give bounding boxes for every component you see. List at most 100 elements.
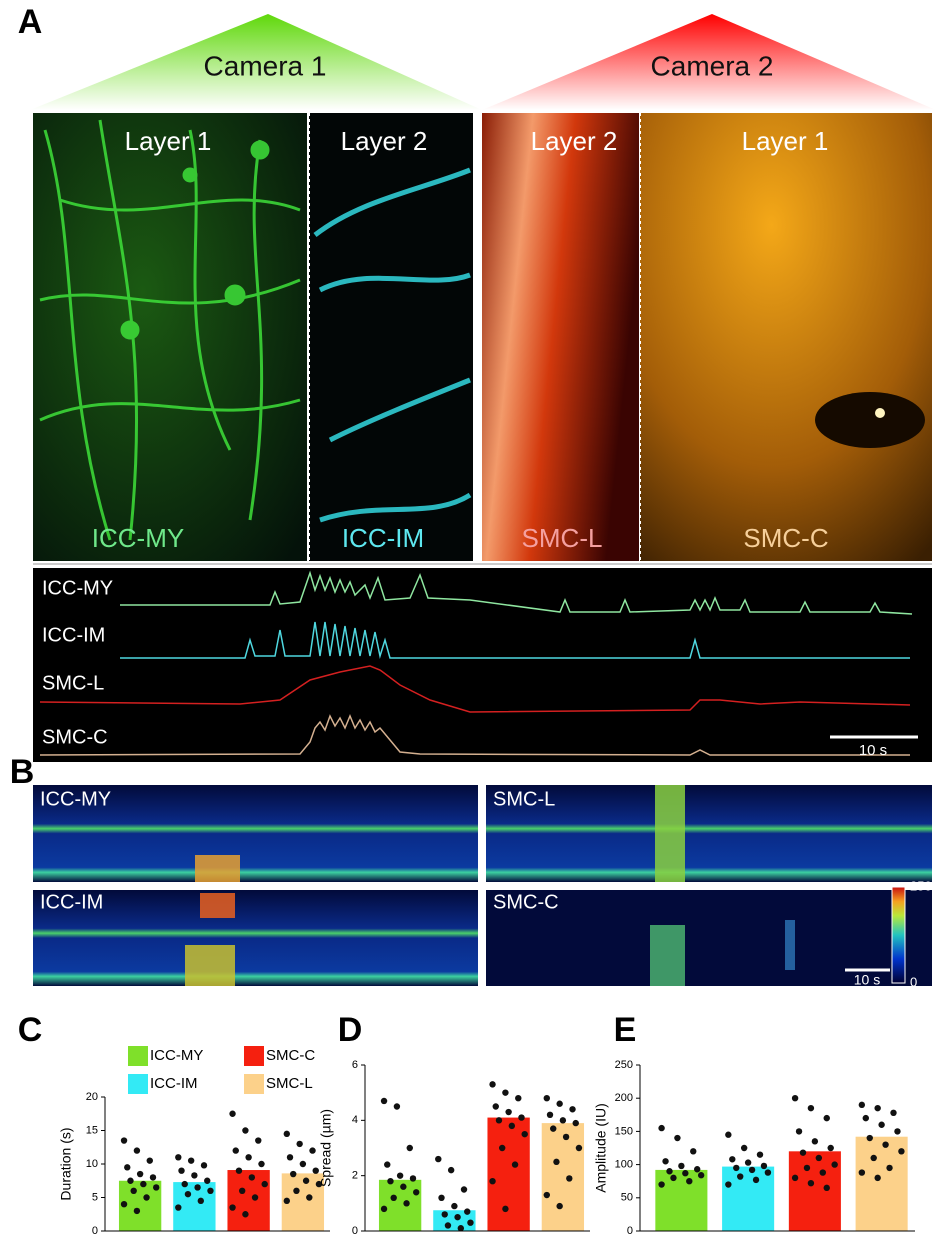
y-tick-label: 100 — [615, 1159, 633, 1171]
y-axis-label: Spread (µm) — [318, 1109, 334, 1187]
data-point — [764, 1169, 772, 1176]
data-point — [242, 1211, 249, 1218]
data-point — [658, 1124, 665, 1132]
data-point — [575, 1144, 583, 1152]
data-point — [390, 1194, 397, 1202]
layer-label: Layer 2 — [531, 126, 618, 156]
data-point — [207, 1187, 214, 1195]
legend-swatch — [244, 1046, 264, 1066]
panel-label: E — [614, 1011, 637, 1049]
data-point — [124, 1164, 131, 1171]
camera-triangle — [482, 14, 936, 110]
data-point — [181, 1180, 188, 1188]
data-point — [556, 1100, 563, 1107]
data-point — [127, 1177, 134, 1184]
data-point — [492, 1103, 499, 1110]
y-tick-label: 5 — [92, 1191, 98, 1203]
data-point — [878, 1121, 885, 1128]
data-point — [120, 1137, 128, 1144]
data-point — [261, 1180, 268, 1188]
data-point — [894, 1128, 901, 1135]
legend-label: ICC-IM — [150, 1075, 198, 1092]
data-point — [556, 1202, 563, 1210]
legend-label: SMC-C — [266, 1047, 315, 1064]
scale-label: 10 s — [854, 972, 880, 988]
data-point — [819, 1169, 826, 1176]
data-point — [451, 1202, 458, 1210]
data-point — [302, 1177, 310, 1184]
data-point — [296, 1140, 303, 1148]
data-point — [191, 1172, 198, 1179]
data-point — [175, 1154, 182, 1161]
data-point — [686, 1178, 693, 1185]
data-point — [690, 1148, 697, 1155]
dark-region — [815, 392, 925, 448]
data-point — [178, 1167, 185, 1174]
data-point — [447, 1166, 455, 1174]
legend-label: SMC-L — [266, 1075, 313, 1092]
data-point — [831, 1161, 838, 1168]
data-point — [815, 1154, 823, 1162]
colorbar-tick: 250 — [910, 878, 932, 893]
y-tick-label: 10 — [86, 1158, 98, 1170]
y-tick-label: 50 — [621, 1192, 633, 1204]
kymograph-label: SMC-L — [493, 788, 555, 810]
legend-label: ICC-MY — [150, 1047, 203, 1064]
data-point — [678, 1162, 685, 1170]
data-point — [194, 1184, 201, 1191]
bar — [541, 1123, 585, 1231]
data-point — [229, 1204, 236, 1211]
data-point — [752, 1176, 760, 1184]
legend-swatch — [128, 1046, 148, 1066]
data-point — [725, 1181, 732, 1188]
data-point — [827, 1144, 834, 1152]
data-point — [666, 1168, 673, 1175]
data-point — [204, 1177, 211, 1184]
kymograph — [33, 785, 478, 882]
data-point — [140, 1180, 147, 1188]
data-point — [505, 1108, 512, 1116]
kymograph-label: ICC-MY — [40, 788, 111, 810]
y-axis-label: Amplitude (IU) — [593, 1103, 609, 1192]
data-point — [444, 1222, 452, 1229]
data-point — [674, 1134, 681, 1142]
data-point — [393, 1103, 401, 1110]
data-point — [312, 1167, 319, 1174]
data-point — [438, 1194, 445, 1202]
data-point — [658, 1181, 665, 1188]
data-point — [255, 1137, 262, 1144]
data-point — [400, 1183, 407, 1190]
trace-label: SMC-C — [42, 726, 108, 748]
data-point — [807, 1104, 815, 1112]
y-tick-label: 200 — [615, 1092, 633, 1104]
legend-swatch — [244, 1074, 264, 1094]
y-tick-label: 15 — [86, 1124, 98, 1136]
camera-label: Camera 1 — [204, 50, 327, 81]
data-point — [299, 1160, 307, 1168]
data-point — [197, 1197, 205, 1205]
data-point — [175, 1204, 182, 1211]
data-point — [823, 1184, 830, 1192]
cell-network — [39, 119, 301, 541]
data-point — [409, 1175, 417, 1182]
data-point — [521, 1130, 528, 1138]
data-point — [760, 1162, 768, 1170]
data-point — [697, 1172, 705, 1179]
data-point — [454, 1213, 461, 1221]
data-point — [495, 1117, 503, 1124]
y-tick-label: 0 — [92, 1225, 98, 1237]
data-point — [242, 1127, 249, 1134]
data-point — [890, 1109, 897, 1117]
data-point — [464, 1208, 471, 1215]
data-point — [200, 1162, 208, 1169]
bright-spot — [875, 408, 885, 418]
data-point — [413, 1189, 420, 1196]
data-point — [460, 1186, 468, 1193]
data-point — [133, 1207, 141, 1215]
data-point — [149, 1174, 157, 1181]
data-point — [283, 1197, 290, 1205]
kymograph — [486, 785, 932, 882]
data-point — [489, 1178, 496, 1185]
data-point — [120, 1201, 128, 1208]
data-point — [882, 1141, 889, 1148]
